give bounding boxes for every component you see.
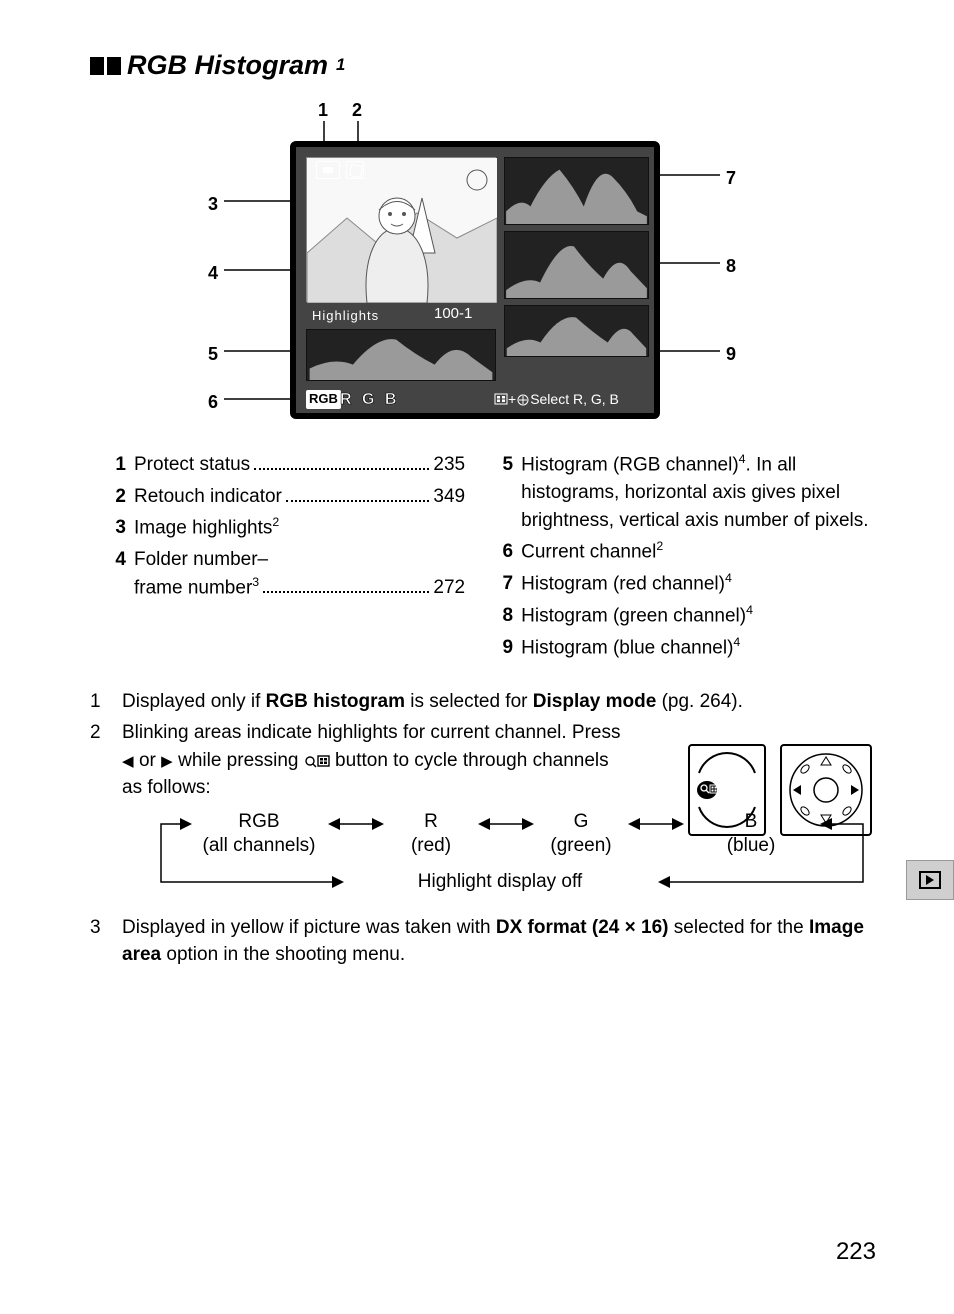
callout-1: 1	[318, 97, 328, 123]
cycle-g: G(green)	[536, 810, 626, 858]
callout-9: 9	[726, 341, 736, 367]
display-bottom-bar: RGB R G B +Select R, G, B	[296, 385, 654, 413]
callout-6: 6	[208, 389, 218, 415]
camera-display: Highlights 100-1 RGB R G B +Select R, G,…	[290, 141, 660, 419]
histogram-blue	[306, 329, 496, 381]
legend-item: 4 Folder number– frame number3272	[108, 546, 465, 601]
page-number: 223	[836, 1235, 876, 1270]
callout-5: 5	[208, 341, 218, 367]
callout-4: 4	[208, 260, 218, 286]
legend: 1 Protect status235 2 Retouch indicator3…	[108, 451, 882, 665]
retouch-icon	[346, 161, 364, 179]
callout-2: 2	[352, 97, 362, 123]
callout-8: 8	[726, 253, 736, 279]
title-text: RGB Histogram	[127, 46, 328, 85]
legend-item: 7 Histogram (red channel)4	[495, 570, 882, 598]
legend-item: 6 Current channel2	[495, 538, 882, 566]
title-superscript: 1	[336, 53, 345, 77]
zoom-thumb-icon	[304, 754, 330, 768]
legend-item: 3 Image highlights2	[108, 514, 465, 542]
cycle-b: B(blue)	[686, 810, 816, 858]
legend-item: 8 Histogram (green channel)4	[495, 602, 882, 630]
legend-item: 9 Histogram (blue channel)4	[495, 634, 882, 662]
section-title: RGB Histogram 1	[90, 46, 882, 85]
footnote-1: 1 Displayed only if RGB histogram is sel…	[90, 688, 882, 716]
title-bullet-icon	[90, 57, 121, 75]
legend-item: 1 Protect status235	[108, 451, 465, 479]
right-arrow-icon: ▶	[161, 751, 173, 773]
cycle-rgb: RGB(all channels)	[194, 810, 324, 858]
rgb-histogram-figure: 1 2 3 4 5 6 7 8 9 Highlights 100-1	[90, 111, 882, 437]
frame-number: 100-1	[434, 303, 472, 325]
channel-cycle-diagram: RGB(all channels) R(red) G(green) B(blue…	[150, 810, 882, 906]
left-arrow-icon: ◀	[122, 751, 134, 773]
rgb-letters: R G B	[340, 388, 399, 411]
legend-item: 5 Histogram (RGB channel)4. In all histo…	[495, 451, 882, 534]
protect-icon	[316, 161, 340, 179]
histogram-red	[504, 231, 649, 299]
cycle-r: R(red)	[386, 810, 476, 858]
legend-left-column: 1 Protect status235 2 Retouch indicator3…	[108, 451, 465, 665]
histogram-green	[504, 305, 649, 357]
histogram-rgb	[504, 157, 649, 225]
callout-7: 7	[726, 165, 736, 191]
cycle-off: Highlight display off	[350, 870, 650, 894]
callout-3: 3	[208, 191, 218, 217]
footnote-3: 3 Displayed in yellow if picture was tak…	[90, 914, 882, 969]
select-hint: +Select R, G, B	[494, 389, 619, 409]
playback-tab-icon	[906, 860, 954, 900]
legend-item: 2 Retouch indicator349	[108, 483, 465, 511]
rgb-badge: RGB	[306, 390, 341, 409]
legend-right-column: 5 Histogram (RGB channel)4. In all histo…	[495, 451, 882, 665]
highlights-label: Highlights	[312, 307, 379, 326]
